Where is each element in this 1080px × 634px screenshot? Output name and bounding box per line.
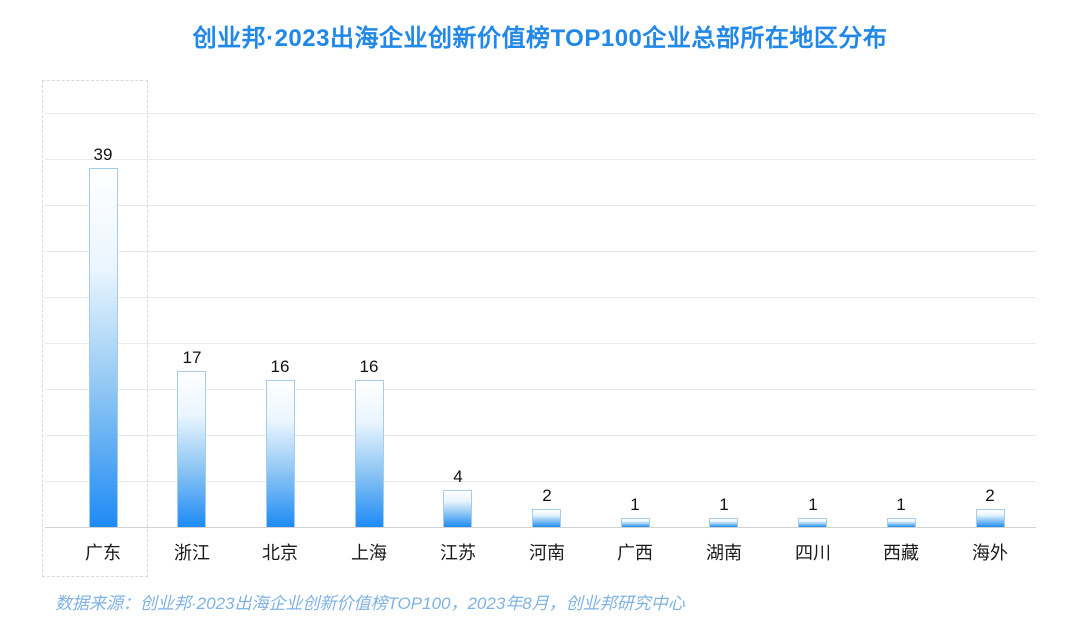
gridline [45,297,1036,298]
gridline [45,481,1036,482]
bar-海外 [976,509,1005,527]
x-axis-label: 北京 [262,543,298,563]
bar-value-label: 39 [93,145,113,164]
bar-value-label: 1 [719,495,729,514]
bar-西藏 [887,518,916,527]
x-axis-label: 河南 [529,543,565,563]
gridline [45,113,1036,114]
x-axis-label: 广西 [617,543,653,563]
bar-江苏 [443,490,472,527]
bar-value-label: 17 [182,348,202,367]
bar-河南 [532,509,561,527]
x-axis-label: 西藏 [883,543,919,563]
chart-title: 创业邦·2023出海企业创新价值榜TOP100企业总部所在地区分布 [192,25,888,52]
gridline [45,159,1036,160]
bar-value-label: 2 [985,486,995,505]
gridline [45,205,1036,206]
x-axis-label: 浙江 [174,543,210,563]
x-axis-label: 湖南 [706,543,742,563]
source-note: 数据来源：创业邦·2023出海企业创新价值榜TOP100，2023年8月，创业邦… [55,594,685,613]
gridline [45,343,1036,344]
bar-value-label: 1 [896,495,906,514]
bar-广东 [89,168,118,527]
bar-value-label: 4 [453,467,463,486]
x-axis-label: 广东 [85,543,121,563]
x-axis-line [45,527,1036,528]
x-axis-label: 江苏 [440,543,476,563]
bar-广西 [621,518,650,527]
bar-value-label: 2 [542,486,552,505]
gridline [45,435,1036,436]
highlight-box [42,80,148,577]
bar-上海 [355,380,384,527]
bar-湖南 [709,518,738,527]
bar-浙江 [177,371,206,527]
bar-value-label: 16 [270,357,290,376]
bar-北京 [266,380,295,527]
x-axis-label: 海外 [972,543,1008,563]
bar-四川 [798,518,827,527]
x-axis-label: 上海 [351,543,387,563]
bar-value-label: 1 [630,495,640,514]
bar-value-label: 1 [808,495,818,514]
gridline [45,251,1036,252]
gridline [45,389,1036,390]
x-axis-label: 四川 [795,543,831,563]
bar-value-label: 16 [359,357,379,376]
